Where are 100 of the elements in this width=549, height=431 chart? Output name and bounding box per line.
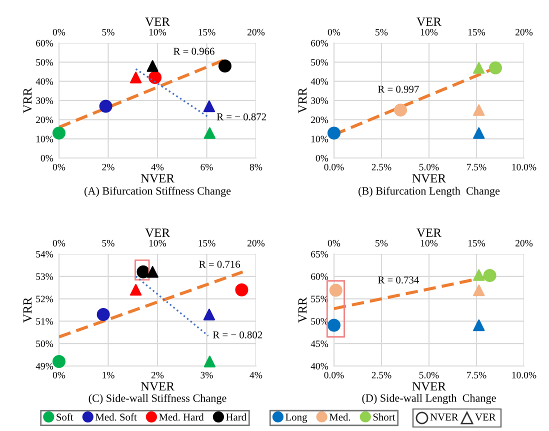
y-tick-label: 40% bbox=[310, 362, 328, 370]
legend-label: Short bbox=[373, 413, 396, 421]
legend-label: Long bbox=[286, 414, 308, 423]
x-tick-label: 2% bbox=[151, 372, 164, 378]
x-tick-label: 2.5% bbox=[372, 164, 392, 170]
point bbox=[52, 126, 66, 140]
annotation: R = 0.997 bbox=[378, 86, 419, 93]
y-tick-label: 65% bbox=[311, 250, 328, 258]
y-tick-label: 50% bbox=[311, 59, 328, 66]
text: (B) Bifurcation Length Change bbox=[358, 186, 500, 197]
y-tick-label: 60% bbox=[311, 40, 328, 46]
x-tick-label: 0% bbox=[52, 164, 66, 170]
x2-tick-label: 20% bbox=[516, 28, 533, 36]
x2-tick-label: 0% bbox=[52, 240, 66, 246]
y-tick-label: 60% bbox=[311, 273, 328, 280]
y-tick-label: 50% bbox=[311, 318, 328, 325]
legend-label: Med. bbox=[329, 413, 350, 421]
x-axis-title: NVER bbox=[140, 174, 174, 183]
x-tick-label: 10.0% bbox=[512, 372, 536, 378]
x2-tick-label: 5% bbox=[376, 28, 388, 36]
x2-tick-label: 5% bbox=[102, 240, 114, 246]
x2-tick-label: 10% bbox=[420, 240, 438, 246]
x2-axis-title: VER bbox=[416, 228, 442, 238]
legend-label: Hard bbox=[226, 413, 246, 421]
y-tick-label: 52% bbox=[36, 296, 54, 302]
y-tick-label: 10% bbox=[36, 136, 54, 142]
x2-tick-label: 5% bbox=[376, 240, 388, 246]
point bbox=[96, 308, 110, 321]
x2-tick-label: 10% bbox=[420, 28, 438, 36]
y-tick-label: 49% bbox=[36, 362, 54, 370]
y-tick-label: 45% bbox=[310, 340, 328, 348]
y-tick-label: 50% bbox=[36, 340, 54, 348]
x-tick-label: 7.5% bbox=[467, 164, 486, 170]
x2-tick-label: 0% bbox=[328, 28, 340, 36]
x-tick-label: 1% bbox=[102, 372, 114, 378]
x-tick-label: 5.0% bbox=[419, 372, 439, 378]
text: (A) Bifurcation Stiffness Change bbox=[84, 186, 231, 197]
y-tick-label: 53% bbox=[36, 273, 54, 280]
text: NVER bbox=[430, 414, 458, 421]
x-tick-label: 0% bbox=[52, 372, 66, 378]
point bbox=[148, 70, 162, 84]
point bbox=[99, 100, 112, 113]
y-tick-label: 0% bbox=[40, 154, 54, 162]
y-tick-label: 40% bbox=[36, 78, 54, 85]
x2-tick-label: 15% bbox=[198, 28, 216, 36]
y-tick-label: 20% bbox=[311, 116, 328, 124]
x2-axis-title: VER bbox=[145, 228, 170, 238]
point bbox=[235, 283, 248, 296]
x2-tick-label: 0% bbox=[328, 240, 340, 246]
x-tick-label: 6% bbox=[200, 164, 213, 170]
x2-tick-label: 15% bbox=[198, 240, 216, 246]
x2-tick-label: 15% bbox=[468, 240, 486, 246]
x-axis-title: NVER bbox=[140, 382, 174, 391]
y-tick-label: 30% bbox=[36, 97, 54, 104]
x-tick-label: 0.0% bbox=[324, 164, 344, 170]
annotation: R = 0.716 bbox=[199, 260, 240, 268]
x-tick-label: 4% bbox=[250, 372, 262, 378]
point bbox=[488, 61, 502, 74]
x-tick-label: 8% bbox=[250, 164, 262, 170]
x2-axis-title: VER bbox=[416, 18, 442, 26]
y-axis-title: VRR bbox=[298, 88, 307, 114]
point bbox=[394, 104, 408, 117]
x-tick-label: 2% bbox=[102, 164, 114, 170]
y-tick-label: 50% bbox=[36, 59, 54, 66]
x-tick-label: 10.0% bbox=[512, 164, 536, 170]
point bbox=[483, 269, 496, 282]
y-tick-label: 60% bbox=[36, 40, 54, 46]
legend-label: Med. Soft bbox=[95, 413, 137, 421]
legend-label: Soft bbox=[56, 413, 74, 421]
x2-tick-label: 20% bbox=[248, 240, 265, 246]
y-tick-label: 20% bbox=[36, 116, 54, 124]
annotation: R = 0.734 bbox=[378, 276, 420, 284]
text: VER bbox=[475, 414, 496, 421]
x2-tick-label: 20% bbox=[248, 28, 265, 36]
y-tick-label: 54% bbox=[36, 250, 54, 258]
y-axis-title: VRR bbox=[23, 297, 32, 323]
x2-tick-label: 5% bbox=[102, 28, 114, 36]
point bbox=[327, 126, 341, 140]
x2-tick-label: 15% bbox=[468, 28, 486, 36]
text: (D) Side-wall Length Change bbox=[362, 394, 496, 404]
x2-tick-label: 20% bbox=[516, 240, 533, 246]
x-tick-label: 0.0% bbox=[324, 372, 344, 378]
point bbox=[329, 284, 342, 297]
x-tick-label: 2.5% bbox=[372, 372, 392, 378]
y-tick-label: 55% bbox=[311, 296, 328, 302]
legend-label: Med. Hard bbox=[159, 413, 204, 421]
annotation: R = 0.966 bbox=[174, 48, 214, 55]
annotation: R = − 0.872 bbox=[216, 113, 266, 120]
point bbox=[218, 59, 232, 73]
x-axis-title: NVER bbox=[412, 174, 446, 183]
y-axis-title: VRR bbox=[23, 88, 32, 114]
x2-tick-label: 10% bbox=[149, 240, 166, 246]
y-tick-label: 40% bbox=[310, 78, 328, 85]
y-tick-label: 51% bbox=[36, 318, 54, 325]
point bbox=[52, 355, 66, 368]
annotation: R = − 0.802 bbox=[212, 331, 262, 338]
y-tick-label: 30% bbox=[311, 97, 328, 104]
x-tick-label: 3% bbox=[200, 372, 213, 378]
y-axis-title: VRR bbox=[298, 297, 307, 323]
point bbox=[327, 318, 341, 332]
